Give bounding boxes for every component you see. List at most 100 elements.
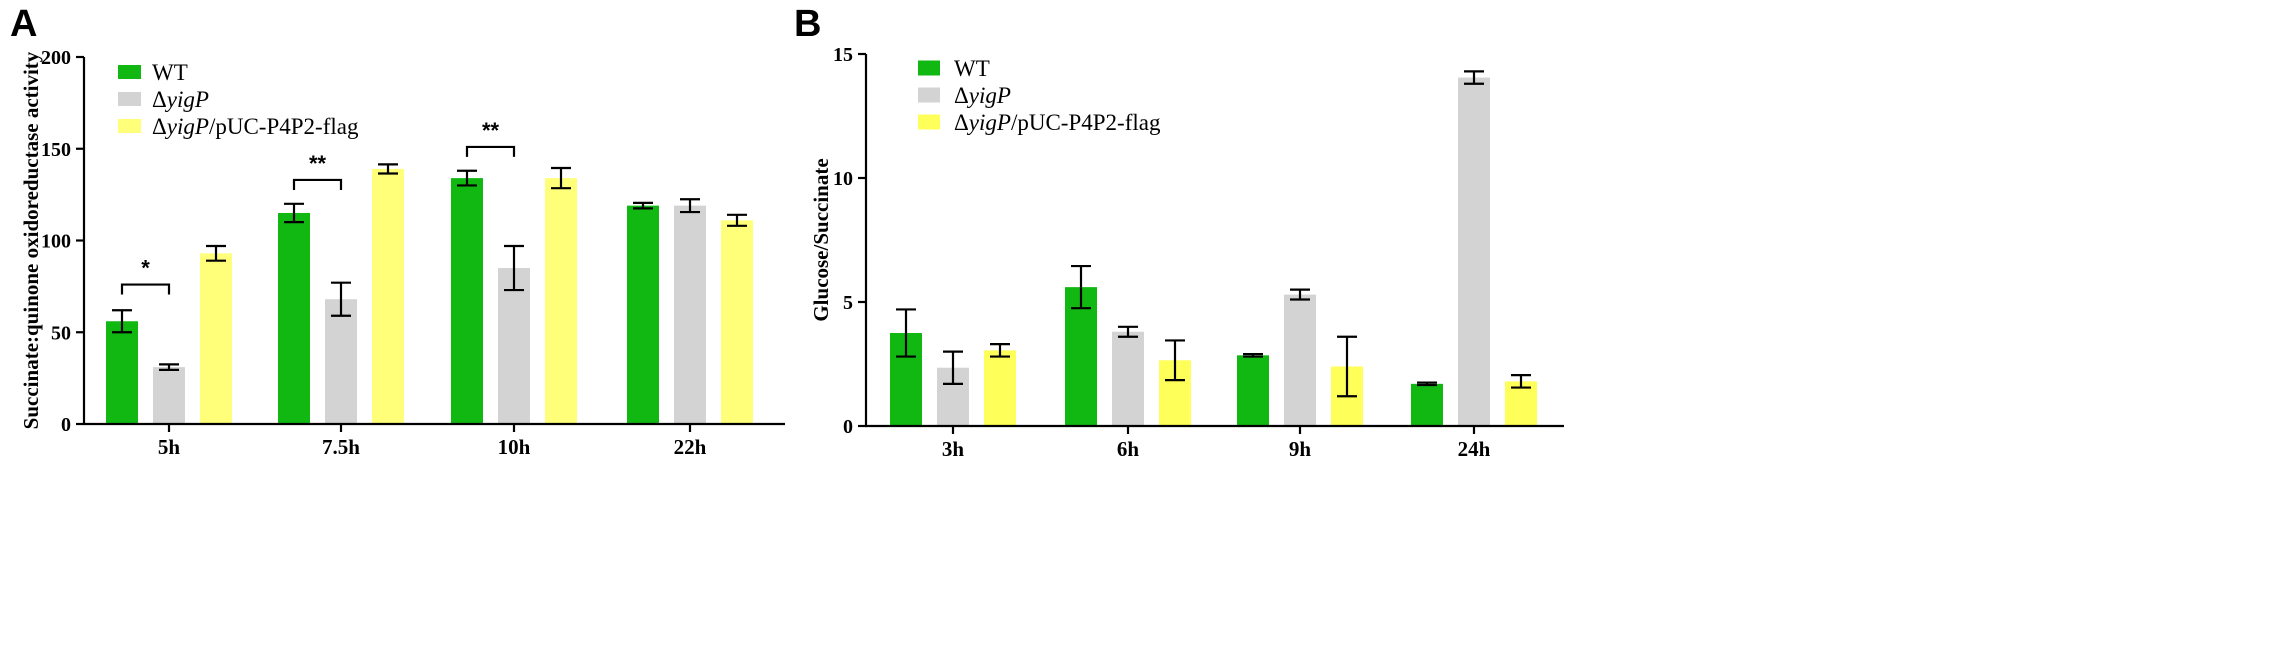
- panel-b-letter: B: [794, 3, 821, 45]
- panel-b-legend-label-2: ΔyigP/pUC-P4P2-flag: [954, 110, 1161, 135]
- panel-a-legend-swatch-0: [118, 65, 141, 79]
- bracket-line: [120, 283, 171, 295]
- panel-a-bar-22h-series-0: [627, 205, 659, 424]
- panel-a-legend-swatch-2: [118, 119, 141, 133]
- panel-b-error-bar-3h-series-0: [896, 308, 916, 358]
- panel-b-error-bar-24h-series-1: [1464, 70, 1484, 85]
- panel-b-error-bar-9h-series-0: [1243, 352, 1263, 358]
- panel-a-error-bar-5h-series-0: [112, 309, 132, 334]
- panel-b-bar-24h-series-0: [1411, 383, 1443, 426]
- panel-a-significance-bracket-5h: [120, 283, 171, 295]
- bracket-line: [292, 178, 343, 190]
- legend-label-part: yigP: [165, 114, 209, 139]
- panel-b-error-bar-24h-series-2: [1511, 374, 1531, 389]
- bracket-line: [465, 145, 516, 157]
- panel-a-bar-22h-series-1: [674, 205, 706, 424]
- panel-a-x-tick-label-7.5h: 7.5h: [322, 435, 360, 459]
- panel-a-error-bar-5h-series-1: [159, 363, 179, 371]
- legend-label-part: Δ: [954, 83, 969, 108]
- panel-a-significance-label-7.5h: **: [309, 151, 327, 176]
- panel-b-error-bar-3h-series-1: [943, 350, 963, 385]
- panel-a-significance-label-5h: *: [141, 256, 150, 281]
- panel-a-y-tick-label-2: 100: [41, 231, 71, 253]
- panel-a-error-bar-7.5h-series-0: [284, 202, 304, 224]
- panel-b-bar-9h-series-1: [1284, 294, 1316, 426]
- legend-label-part: yigP: [967, 83, 1011, 108]
- legend-label-part: Δ: [152, 87, 167, 112]
- panel-a-legend-label-2: ΔyigP/pUC-P4P2-flag: [152, 114, 359, 139]
- panel-a-error-bar-7.5h-series-2: [378, 163, 398, 175]
- panel-a-error-bar-10h-series-2: [551, 166, 571, 190]
- panel-b-y-tick-label-1: 5: [843, 292, 853, 314]
- panel-a-bar-7.5h-series-1: [325, 299, 357, 424]
- panel-a-significance-label-10h: **: [482, 118, 500, 143]
- legend-label-part: yigP: [967, 110, 1011, 135]
- legend-label-part: Δ: [152, 114, 167, 139]
- panel-b-error-bar-6h-series-1: [1118, 325, 1138, 338]
- legend-label-part: WT: [954, 56, 990, 81]
- panel-b-error-bar-9h-series-1: [1290, 288, 1310, 301]
- panel-b-error-bar-3h-series-2: [990, 343, 1010, 358]
- panel-b-x-tick-label-9h: 9h: [1289, 437, 1312, 461]
- panel-a-bar-5h-series-1: [153, 367, 185, 424]
- panel-a-y-tick-label-0: 0: [61, 414, 71, 436]
- panel-b-error-bar-24h-series-0: [1417, 381, 1437, 387]
- panel-b-y-tick-label-2: 10: [833, 168, 853, 190]
- panel-a-chart: A Succinate:quinone oxidoreductase activi…: [10, 3, 785, 459]
- legend-label-part: yigP: [165, 87, 209, 112]
- panel-a-y-tick-label-3: 150: [41, 139, 71, 161]
- panel-b-error-bar-6h-series-2: [1165, 339, 1185, 382]
- panel-a-bar-22h-series-2: [721, 220, 753, 424]
- panel-a-y-axis-title: Succinate:quinone oxidoreductase activit…: [19, 51, 43, 429]
- panel-a-x-tick-label-22h: 22h: [674, 435, 707, 459]
- panel-a-legend-swatch-1: [118, 92, 141, 106]
- panel-a-significance-bracket-7.5h: [292, 178, 343, 190]
- panel-b-x-tick-label-6h: 6h: [1117, 437, 1140, 461]
- panel-b-bar-6h-series-1: [1112, 331, 1144, 426]
- panel-a-error-bar-22h-series-0: [633, 201, 653, 210]
- panel-a-bar-5h-series-0: [106, 321, 138, 424]
- panel-a-significance-bracket-10h: [465, 145, 516, 157]
- panel-b-bar-3h-series-2: [984, 350, 1016, 426]
- panel-a-error-bar-22h-series-2: [727, 213, 747, 227]
- panel-a-error-bar-5h-series-2: [206, 244, 226, 262]
- panel-a-bar-10h-series-0: [451, 178, 483, 424]
- panel-b-legend-swatch-1: [918, 87, 940, 103]
- panel-a-y-tick-label-4: 200: [41, 47, 71, 69]
- panel-b-legend-swatch-2: [918, 114, 940, 130]
- panel-a-error-bar-7.5h-series-1: [331, 281, 351, 317]
- panel-a-bar-7.5h-series-2: [372, 168, 404, 424]
- panel-b-bar-6h-series-0: [1065, 287, 1097, 426]
- panel-a-error-bar-22h-series-1: [680, 198, 700, 214]
- panel-b-bar-9h-series-0: [1237, 355, 1269, 426]
- panel-a-x-tick-label-10h: 10h: [498, 435, 531, 459]
- panel-b-error-bar-9h-series-2: [1337, 335, 1357, 398]
- panel-b-bar-24h-series-2: [1505, 381, 1537, 426]
- panel-b-bar-24h-series-1: [1458, 77, 1490, 426]
- legend-label-part: WT: [152, 60, 188, 85]
- legend-label-part: /pUC-P4P2-flag: [1011, 110, 1161, 135]
- panel-a-error-bar-10h-series-0: [457, 169, 477, 187]
- panel-a-bar-10h-series-1: [498, 268, 530, 424]
- legend-label-part: /pUC-P4P2-flag: [209, 114, 359, 139]
- panel-a-y-tick-label-1: 50: [51, 322, 71, 344]
- panel-b-y-tick-label-3: 15: [833, 44, 853, 66]
- panel-b-x-tick-label-3h: 3h: [942, 437, 965, 461]
- panel-a-bar-10h-series-2: [545, 178, 577, 424]
- panel-b-y-axis-title: Glucose/Succinate: [809, 158, 833, 321]
- panel-a-letter: A: [10, 3, 37, 45]
- panel-a-x-tick-label-5h: 5h: [158, 435, 181, 459]
- panel-b-y-tick-label-0: 0: [843, 416, 853, 438]
- panel-a-legend-label-1: ΔyigP: [152, 87, 209, 112]
- legend-label-part: Δ: [954, 110, 969, 135]
- panel-b-x-tick-label-24h: 24h: [1458, 437, 1491, 461]
- panel-b-legend-swatch-0: [918, 60, 940, 76]
- panel-b-legend-label-1: ΔyigP: [954, 83, 1011, 108]
- panel-a-legend-label-0: WT: [152, 60, 188, 85]
- panel-b-error-bar-6h-series-0: [1071, 264, 1091, 310]
- panel-a-bar-5h-series-2: [200, 253, 232, 424]
